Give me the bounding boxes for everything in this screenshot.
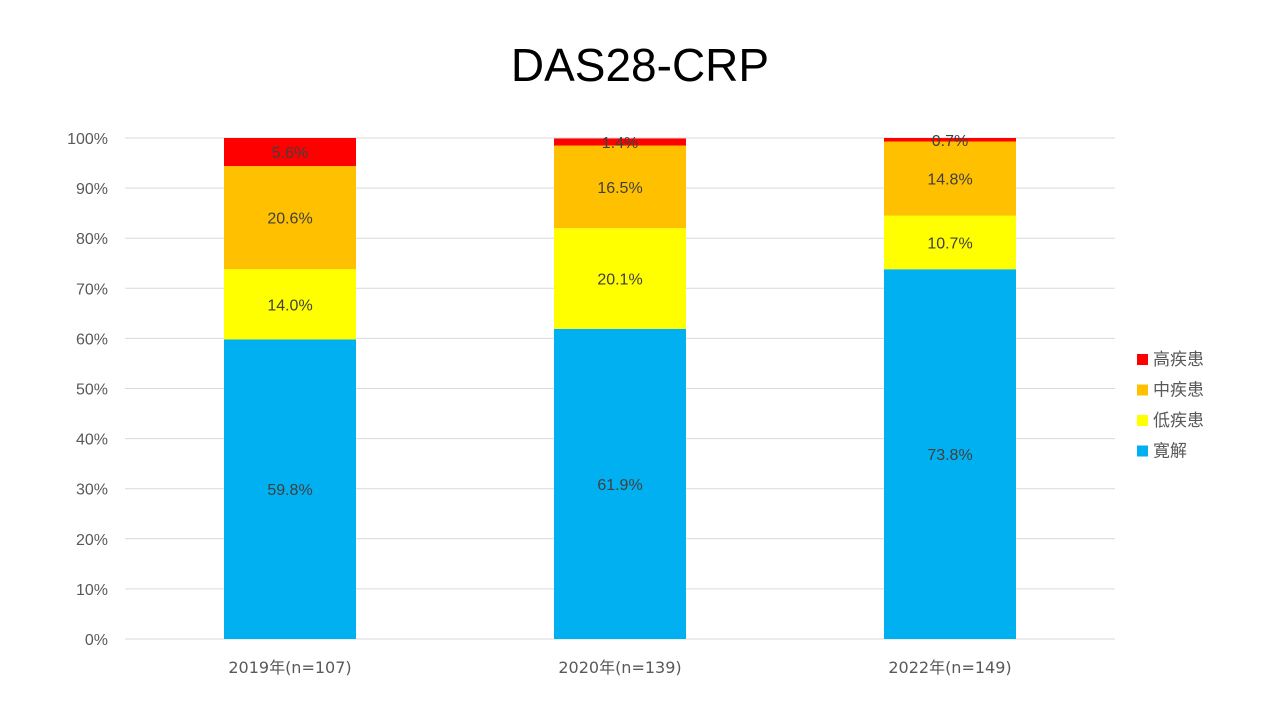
y-tick-label: 50% bbox=[76, 382, 108, 399]
y-tick-label: 90% bbox=[76, 181, 108, 198]
data-label: 14.8% bbox=[927, 172, 972, 189]
bar-segment bbox=[554, 145, 686, 229]
x-category-label: 2022年(n=149) bbox=[888, 658, 1011, 677]
data-label: 20.1% bbox=[597, 272, 642, 289]
data-label: 61.9% bbox=[597, 477, 642, 494]
bar-segment bbox=[554, 328, 686, 639]
x-category-label: 2020年(n=139) bbox=[558, 658, 681, 677]
y-tick-label: 60% bbox=[76, 331, 108, 348]
y-axis-ticks: 0% 10% 20% 30% 40% 50% 60% 70% 80% 90% 100% bbox=[67, 131, 108, 649]
legend-label: 寛解 bbox=[1153, 442, 1187, 462]
bar-segment bbox=[224, 138, 356, 167]
bar-segment bbox=[224, 269, 356, 340]
data-label: 20.6% bbox=[267, 211, 312, 228]
bar-segment bbox=[884, 269, 1016, 639]
data-label: 73.8% bbox=[927, 447, 972, 464]
bars bbox=[224, 138, 1016, 639]
y-tick-label: 30% bbox=[76, 482, 108, 499]
y-tick-label: 40% bbox=[76, 432, 108, 449]
data-label: 14.0% bbox=[267, 297, 312, 314]
legend-swatch bbox=[1137, 445, 1148, 457]
y-tick-label: 70% bbox=[76, 281, 108, 298]
bar-segment bbox=[884, 215, 1016, 270]
data-label: 16.5% bbox=[597, 180, 642, 197]
data-label: 5.6% bbox=[272, 145, 308, 162]
bar-segment bbox=[884, 141, 1016, 216]
data-label: 59.8% bbox=[267, 482, 312, 499]
y-tick-label: 20% bbox=[76, 532, 108, 549]
x-axis-categories: 2019年(n=107) 2020年(n=139) 2022年(n=149) bbox=[228, 658, 1011, 677]
legend-swatch bbox=[1137, 384, 1148, 396]
y-tick-label: 10% bbox=[76, 582, 108, 599]
x-category-label: 2019年(n=107) bbox=[228, 658, 351, 677]
bar-segment bbox=[224, 339, 356, 639]
chart-title: DAS28-CRP bbox=[510, 39, 770, 91]
bar-segment bbox=[884, 138, 1016, 142]
data-label: 1.4% bbox=[602, 135, 638, 152]
data-label: 10.7% bbox=[927, 235, 972, 252]
legend-label: 高疾患 bbox=[1153, 350, 1204, 370]
bar-segment bbox=[224, 166, 356, 270]
y-tick-label: 80% bbox=[76, 231, 108, 248]
bar-segment bbox=[554, 138, 686, 146]
legend-swatch bbox=[1137, 415, 1148, 426]
bar-segment bbox=[554, 228, 686, 329]
legend-swatch bbox=[1137, 354, 1148, 365]
legend-label: 中疾患 bbox=[1153, 381, 1204, 401]
data-label: 0.7% bbox=[932, 133, 968, 150]
y-tick-label: 0% bbox=[85, 632, 108, 649]
data-labels: 59.8% 14.0% 20.6% 5.6% 61.9% 20.1% 16.5% 1.4% 73… bbox=[267, 133, 972, 499]
y-tick-label: 100% bbox=[67, 131, 108, 148]
legend-label: 低疾患 bbox=[1153, 411, 1204, 431]
